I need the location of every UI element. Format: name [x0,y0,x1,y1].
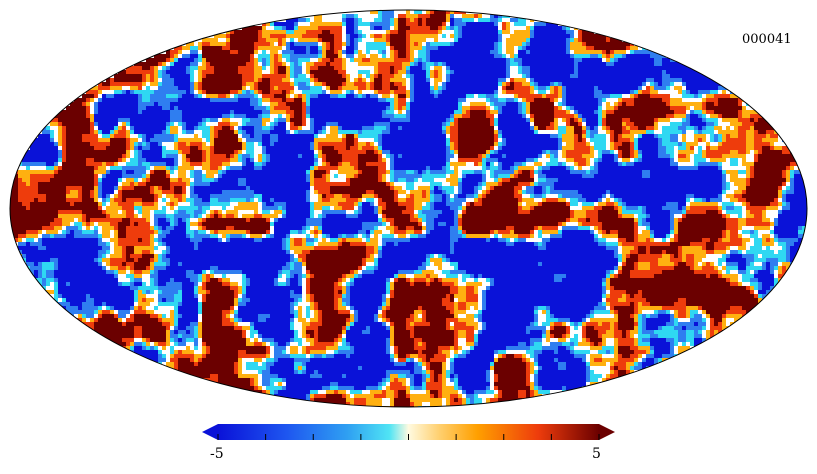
colorbar-max-label: 5 [592,446,601,462]
map-outline [9,9,808,408]
colorbar-min-label: -5 [210,446,224,462]
colorbar-high-arrow [599,424,615,440]
colorbar-low-arrow [202,424,218,440]
map-id-label: 000041 [742,32,792,47]
colorbar [202,424,615,440]
map-pixel-field [10,10,807,407]
colorbar-ticks [217,434,600,440]
